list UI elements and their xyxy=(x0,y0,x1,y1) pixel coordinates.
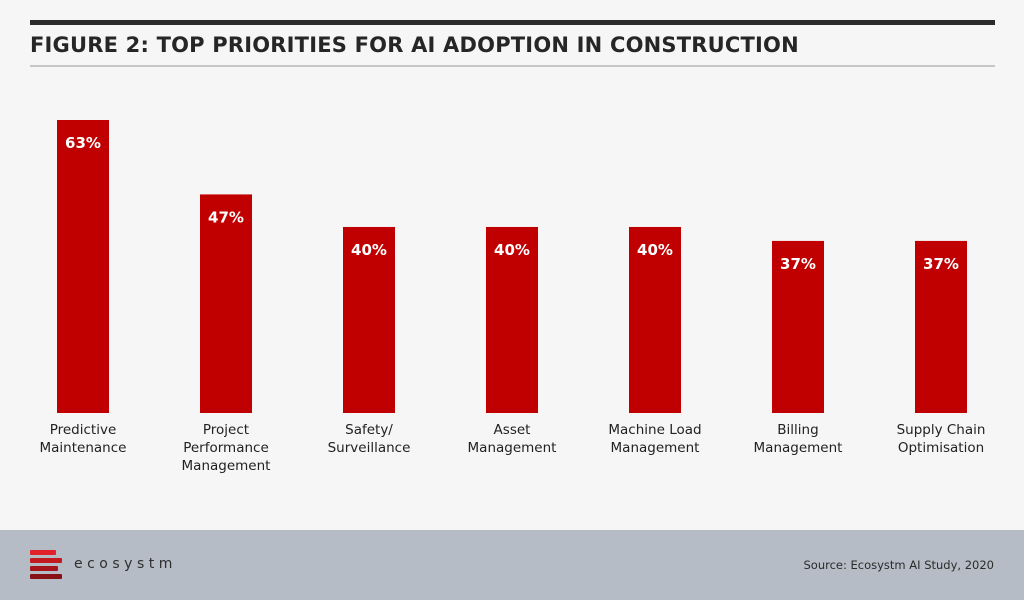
source-note: Source: Ecosystm AI Study, 2020 xyxy=(803,558,994,572)
bar xyxy=(772,240,824,413)
title-rule xyxy=(30,65,995,67)
logo-stripe xyxy=(30,566,58,571)
bar-value-label: 40% xyxy=(637,241,673,259)
bar-value-label: 47% xyxy=(208,208,244,226)
bar-value-label: 37% xyxy=(923,255,959,273)
bar xyxy=(57,120,109,413)
logo-stripe xyxy=(30,574,62,579)
bar-value-label: 37% xyxy=(780,255,816,273)
bar-value-label: 40% xyxy=(351,241,387,259)
bar xyxy=(915,240,967,413)
category-label: Project Performance Management xyxy=(182,422,271,474)
chart-title: FIGURE 2: TOP PRIORITIES FOR AI ADOPTION… xyxy=(30,33,799,57)
category-label: Billing Management xyxy=(754,422,843,456)
bar-value-label: 40% xyxy=(494,241,530,259)
bar xyxy=(343,226,395,413)
bar-value-label: 63% xyxy=(65,134,101,152)
category-label: Supply Chain Optimisation xyxy=(897,422,986,456)
bar xyxy=(200,194,252,413)
footer: ecosystm Source: Ecosystm AI Study, 2020 xyxy=(0,530,1024,600)
category-label: Predictive Maintenance xyxy=(40,422,127,456)
bar xyxy=(629,226,681,413)
brand-name: ecosystm xyxy=(74,556,177,572)
top-rule xyxy=(30,20,995,25)
logo-stripe xyxy=(30,558,62,563)
category-label: Asset Management xyxy=(468,422,557,456)
bar-chart: 63% Predictive Maintenance 47% Project Perfor… xyxy=(40,120,986,474)
logo-stripe xyxy=(30,550,56,555)
category-label: Machine Load Management xyxy=(608,422,701,456)
ecosystm-logo-icon xyxy=(30,550,62,580)
category-label: Safety/Surveillance xyxy=(328,422,411,456)
bar xyxy=(486,226,538,413)
